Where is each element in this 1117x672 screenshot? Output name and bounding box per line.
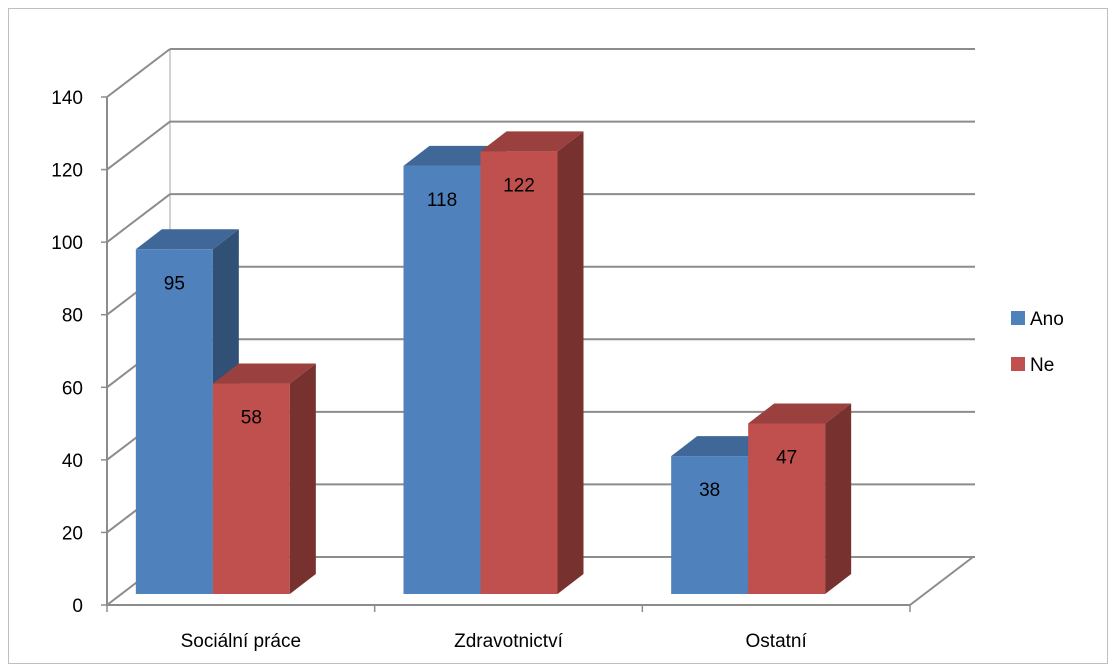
y-tick-labels: 0 20 40 60 80 100 120 140	[51, 88, 83, 617]
bar-front	[212, 383, 290, 594]
gridline	[106, 48, 975, 98]
y-tick-label: 140	[51, 88, 83, 109]
legend-label: Ano	[1030, 309, 1064, 330]
x-tick-labels: Sociální práce Zdravotnictví Ostatní	[181, 631, 808, 652]
legend-swatch	[1011, 311, 1025, 325]
bar: 122	[480, 131, 584, 595]
bar-front	[403, 165, 481, 595]
x-tick-label: Ostatní	[746, 631, 808, 652]
bars: 95 58 118 122 38 47	[135, 131, 852, 595]
gridline-side	[106, 48, 171, 98]
floor-right-edge	[909, 556, 974, 606]
data-label: 38	[699, 480, 720, 501]
bar-top	[748, 403, 852, 424]
data-label: 47	[776, 447, 797, 468]
axes	[101, 96, 974, 612]
bar: 58	[212, 363, 316, 594]
bar-top	[135, 229, 239, 250]
legend: Ano Ne	[1011, 309, 1064, 376]
bar-top	[212, 363, 316, 384]
data-label: 122	[503, 175, 535, 196]
data-label: 95	[164, 273, 185, 294]
bar-side	[289, 363, 316, 594]
bar-front	[671, 456, 749, 594]
bar-side	[557, 131, 584, 595]
bar-front	[748, 423, 826, 594]
y-tick-label: 60	[62, 378, 83, 399]
y-tick-label: 40	[62, 451, 83, 472]
y-tick-label: 20	[62, 523, 83, 544]
y-tick-label: 100	[51, 233, 83, 254]
bar: 47	[748, 403, 852, 594]
bar-top	[480, 131, 584, 152]
x-tick-label: Zdravotnictví	[454, 631, 563, 652]
gridline	[106, 120, 975, 171]
legend-label: Ne	[1030, 355, 1054, 376]
legend-swatch	[1011, 357, 1025, 371]
bar-front	[480, 151, 558, 595]
gridline-side	[106, 193, 171, 243]
legend-entry: Ano	[1011, 309, 1064, 330]
bar-front	[135, 249, 213, 595]
y-tick-label: 80	[62, 306, 83, 327]
legend-entry: Ne	[1011, 355, 1054, 376]
data-label: 58	[241, 408, 262, 429]
y-tick-label: 0	[72, 596, 83, 617]
gridline-side	[106, 120, 171, 171]
y-tick-label: 120	[51, 161, 83, 182]
data-label: 118	[427, 190, 457, 211]
x-tick-label: Sociální práce	[181, 631, 301, 652]
bar-side	[825, 403, 852, 594]
